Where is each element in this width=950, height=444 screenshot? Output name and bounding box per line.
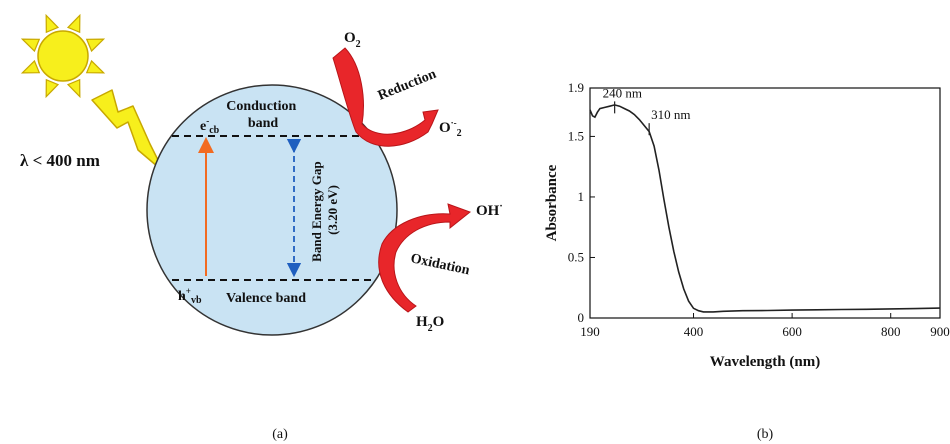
peak-annotation: 310 nm — [651, 107, 690, 122]
x-tick-label: 190 — [580, 324, 600, 339]
sun-ray — [66, 78, 81, 99]
water-label: H2O — [416, 314, 444, 334]
light-wavelength-label: λ < 400 nm — [20, 151, 100, 170]
electron-label: e-cb — [200, 116, 220, 136]
sun-ray — [45, 13, 60, 34]
hole-label: h+vb — [178, 286, 202, 306]
y-tick-label: 1.9 — [568, 80, 584, 95]
sun-ray — [20, 59, 41, 74]
valence-band-label: Valence band — [226, 291, 306, 306]
reduction-label: Reduction — [376, 67, 439, 104]
y-tick-label: 1 — [578, 189, 585, 204]
sun-ray — [66, 13, 81, 34]
y-axis-label: Absorbance — [544, 164, 560, 241]
panel-a: λ < 400 nm Conduction band e-cb Band Ene… — [20, 13, 503, 442]
x-tick-label: 400 — [684, 324, 704, 339]
x-tick-label: 900 — [930, 324, 950, 339]
y-tick-label: 0 — [578, 310, 585, 325]
sun-ray — [45, 78, 60, 99]
absorbance-curve — [589, 104, 941, 313]
y-tick-label: 0.5 — [568, 249, 584, 264]
superoxide-label: O·-2 — [439, 118, 462, 139]
sun-icon — [20, 13, 106, 99]
oxidation-label: Oxidation — [409, 251, 471, 278]
sun-ray — [20, 38, 41, 53]
plot-frame — [589, 87, 941, 319]
sun-ray — [85, 59, 106, 74]
lightning-bolt-icon — [91, 89, 165, 173]
panel-b-caption: (b) — [757, 427, 774, 442]
panel-a-caption: (a) — [272, 427, 288, 442]
sun-ray — [85, 38, 106, 53]
o2-label: O2 — [344, 30, 361, 50]
hydroxyl-label: OH· — [476, 201, 503, 219]
reduction-arrow — [332, 47, 439, 147]
peak-annotation: 240 nm — [603, 85, 642, 100]
y-tick-label: 1.5 — [568, 128, 584, 143]
x-tick-label: 600 — [782, 324, 802, 339]
x-axis-label: Wavelength (nm) — [710, 354, 820, 370]
band-gap-label: Band Energy Gap (3.20 eV) — [309, 158, 340, 262]
x-tick-label: 800 — [881, 324, 901, 339]
conduction-band-label: Conduction band — [226, 99, 300, 131]
oxidation-arrow — [378, 203, 472, 313]
